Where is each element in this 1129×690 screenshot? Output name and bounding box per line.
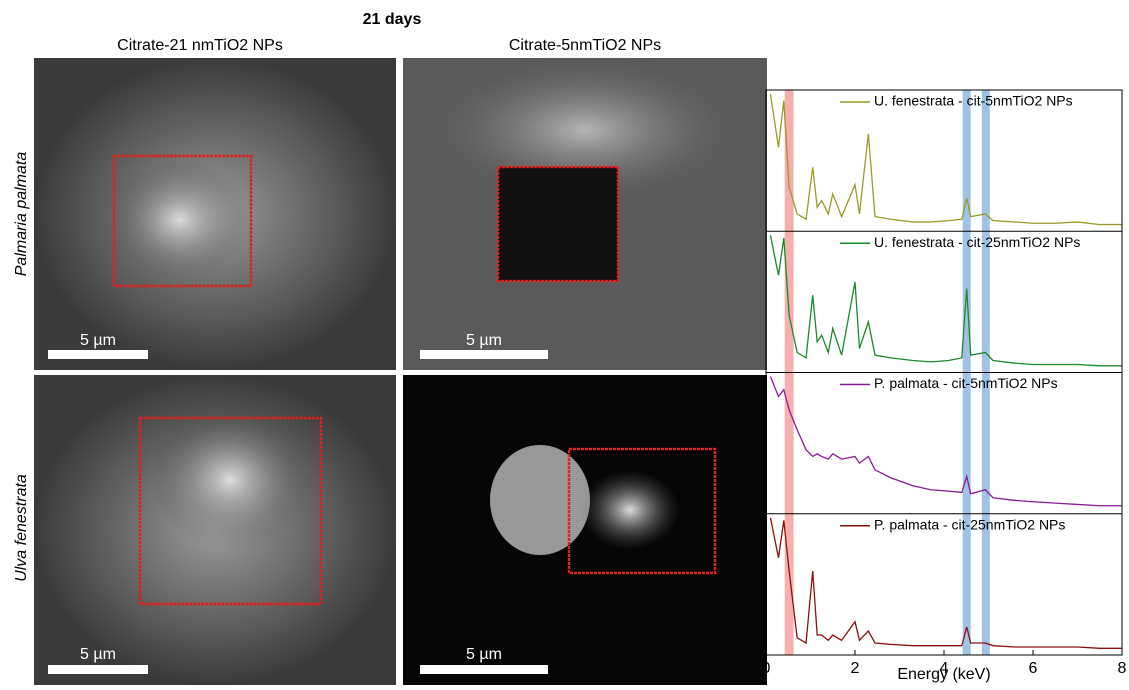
sem-image — [403, 375, 767, 685]
spectrum-line — [770, 377, 1122, 506]
spectra: U. fenestrata - cit-5nmTiO2 NPs U. fenest… — [762, 90, 1127, 683]
legend-label: U. fenestrata - cit-5nmTiO2 NPs — [874, 93, 1073, 109]
sem-image — [403, 50, 767, 370]
scale-bar-label: 5 µm — [80, 646, 116, 663]
x-tick-label: 6 — [1029, 660, 1038, 677]
x-tick-label: 0 — [762, 660, 771, 677]
spectrum-line — [770, 235, 1122, 366]
sem-image — [34, 58, 396, 370]
scale-bar-label: 5 µm — [466, 332, 502, 349]
x-tick-label: 8 — [1118, 660, 1127, 677]
page: 21 days Citrate-21 nmTiO2 NPs Citrate-5n… — [0, 0, 1129, 685]
column-header: Citrate-21 nmTiO2 NPs — [117, 37, 283, 54]
legend-label: U. fenestrata - cit-25nmTiO2 NPs — [874, 234, 1080, 250]
x-tick-label: 2 — [851, 660, 860, 677]
spectrum-line — [770, 518, 1122, 649]
row-label: Palmaria palmata — [13, 152, 30, 277]
row-label: Ulva fenestrata — [13, 474, 30, 582]
sem-image — [34, 375, 396, 685]
legend-label: P. palmata - cit-25nmTiO2 NPs — [874, 516, 1065, 532]
figure: 21 days Citrate-21 nmTiO2 NPs Citrate-5n… — [0, 0, 1129, 685]
figure-title: 21 days — [363, 11, 422, 28]
scale-bar-label: 5 µm — [80, 332, 116, 349]
spectrum-line — [770, 94, 1122, 225]
legend-label: P. palmata - cit-5nmTiO2 NPs — [874, 375, 1058, 391]
x-axis-label: Energy (keV) — [897, 666, 990, 683]
scale-bar-label: 5 µm — [466, 646, 502, 663]
